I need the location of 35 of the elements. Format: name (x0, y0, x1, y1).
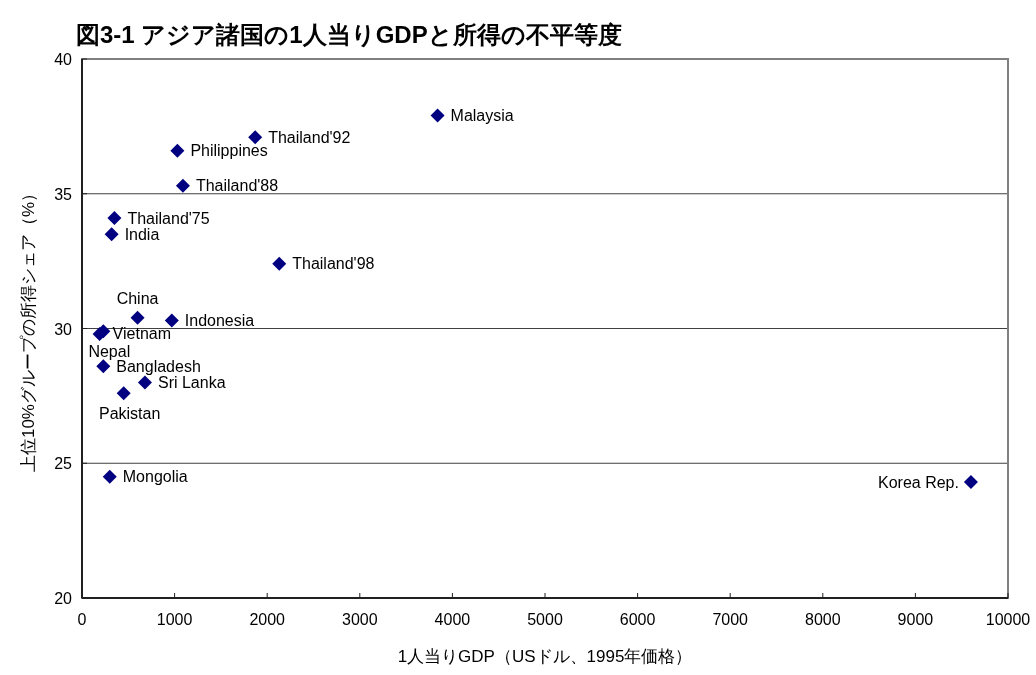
x-tick-label: 6000 (619, 611, 656, 628)
point-label: Vietnam (112, 325, 171, 343)
point-label: China (116, 289, 159, 307)
x-tick-label: 2000 (249, 611, 285, 628)
point-label: Mongolia (122, 468, 188, 486)
x-tick-label: 5000 (527, 611, 563, 628)
point-label: Malaysia (450, 107, 514, 125)
point-label: Indonesia (184, 312, 255, 329)
title: 図3-1 アジア諸国の1人当りGDPと所得の不平等度 (76, 21, 622, 48)
point-label: Thailand'98 (292, 255, 375, 273)
point-label: Thailand'92 (268, 128, 351, 146)
x-tick-label: 1000 (156, 611, 193, 628)
y-tick-label: 40 (54, 51, 72, 68)
point-label: Sri Lanka (157, 374, 226, 391)
point-label: Bangladesh (116, 357, 201, 375)
point-label: India (124, 225, 160, 243)
point-label: Nepal (88, 343, 131, 360)
y-tick-label: 30 (54, 320, 72, 338)
point-label: Thailand'88 (195, 177, 279, 195)
y-tick-label: 35 (54, 185, 72, 203)
x-tick-label: 8000 (805, 611, 841, 628)
x-tick-label: 7000 (712, 611, 748, 628)
y-tick-label: 20 (54, 590, 72, 607)
y-tick-label: 25 (54, 455, 72, 473)
x-tick-label: 9000 (897, 611, 934, 628)
y-axis-title: 上位10%グループの所得シェア（%） (19, 184, 38, 473)
point-label: Korea Rep. (878, 473, 959, 491)
point-label: Thailand'75 (127, 209, 210, 227)
x-axis-title: 1人当りGDP（USドル、1995年価格） (397, 647, 693, 666)
point-label: Philippines (190, 142, 268, 160)
x-tick-label: 0 (77, 611, 87, 628)
x-tick-label: 10000 (985, 611, 1031, 628)
x-tick-label: 3000 (342, 611, 378, 628)
x-tick-label: 4000 (434, 611, 471, 628)
point-label: Pakistan (99, 405, 161, 422)
